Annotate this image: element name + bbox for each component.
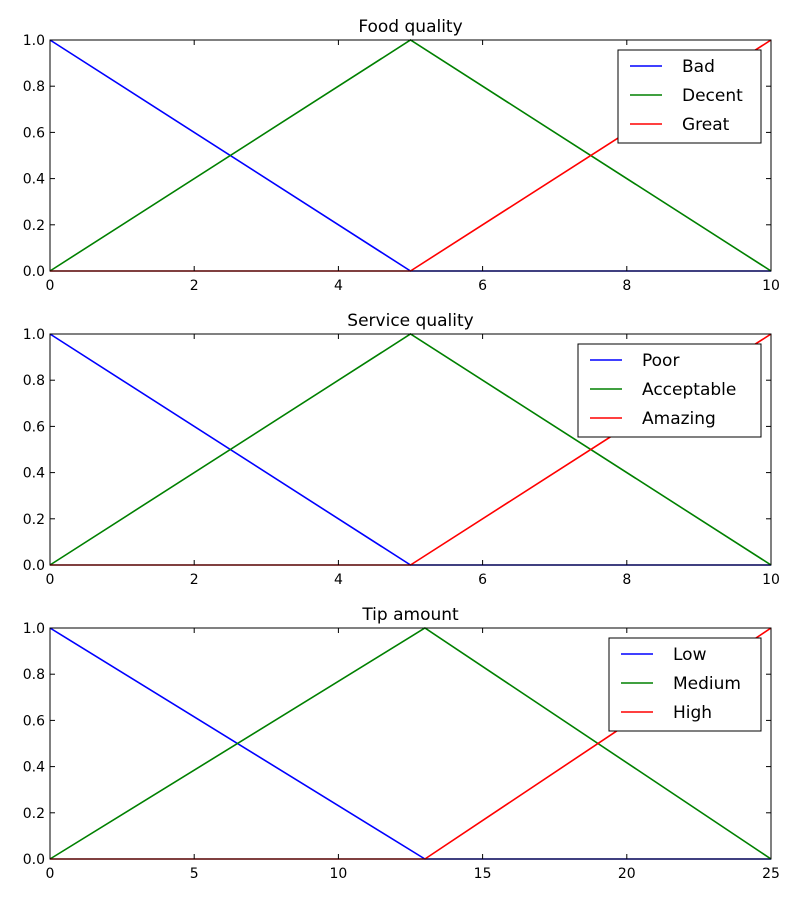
- y-tick-label: 0.6: [23, 419, 45, 435]
- chart-title: Tip amount: [361, 605, 459, 625]
- x-tick-label: 6: [478, 572, 487, 588]
- legend-label: Acceptable: [642, 380, 736, 400]
- x-tick-label: 25: [762, 866, 780, 882]
- x-tick-label: 10: [762, 278, 780, 294]
- x-tick-label: 8: [622, 572, 631, 588]
- legend-label: Medium: [673, 674, 741, 694]
- y-tick-label: 0.8: [23, 667, 45, 683]
- chart-title: Food quality: [358, 17, 462, 37]
- axes-frame: [49, 39, 772, 272]
- legend: Low Medium High: [608, 637, 762, 732]
- y-tick-label: 0.2: [23, 806, 45, 822]
- legend-label: Low: [673, 645, 707, 665]
- axes-frame: [49, 627, 772, 860]
- legend-box: [608, 637, 762, 732]
- x-tick-label: 2: [190, 572, 199, 588]
- axes-frame: [49, 333, 772, 566]
- legend-label: Great: [682, 115, 730, 135]
- x-tick-label: 0: [46, 572, 55, 588]
- x-tick-label: 4: [334, 572, 343, 588]
- chart-panel-2: Service quality 0 2 4 6 8 10 0.0 0.2 0.4 0.6 0.8 1.0…: [23, 311, 780, 588]
- y-tick-label: 0.8: [23, 79, 45, 95]
- x-tick-label: 10: [762, 572, 780, 588]
- y-tick-label: 0.6: [23, 713, 45, 729]
- y-tick-label: 0.8: [23, 373, 45, 389]
- x-tick-label: 2: [190, 278, 199, 294]
- y-tick-label: 1.0: [23, 621, 45, 637]
- x-tick-label: 0: [46, 278, 55, 294]
- y-tick-label: 0.0: [23, 558, 45, 574]
- chart-panel-3: Tip amount 0 5 10 15 20 25 0.0 0.2 0.4 0.6 0.8 1.0 Lo…: [23, 605, 780, 882]
- y-tick-label: 1.0: [23, 327, 45, 343]
- y-tick-label: 1.0: [23, 33, 45, 49]
- x-tick-label: 4: [334, 278, 343, 294]
- y-tick-label: 0.4: [23, 466, 45, 482]
- legend: Poor Acceptable Amazing: [577, 343, 762, 438]
- legend-label: Poor: [642, 351, 679, 371]
- legend-label: Decent: [682, 86, 743, 106]
- x-tick-label: 6: [478, 278, 487, 294]
- x-tick-label: 20: [618, 866, 636, 882]
- y-tick-label: 0.0: [23, 852, 45, 868]
- x-tick-label: 0: [46, 866, 55, 882]
- legend-label: High: [673, 703, 712, 723]
- y-tick-label: 0.2: [23, 512, 45, 528]
- y-tick-label: 0.6: [23, 125, 45, 141]
- chart-panel-1: Food quality 0 2 4 6 8 10 0.0 0.2 0.4 0.6 0.8 1.0 Bad…: [23, 17, 780, 294]
- y-tick-label: 0.4: [23, 172, 45, 188]
- legend-label: Amazing: [642, 409, 716, 429]
- legend: Bad Decent Great: [617, 49, 762, 144]
- legend-label: Bad: [682, 57, 715, 77]
- y-tick-label: 0.4: [23, 760, 45, 776]
- x-tick-label: 10: [329, 866, 347, 882]
- chart-title: Service quality: [347, 311, 473, 331]
- x-tick-label: 8: [622, 278, 631, 294]
- y-tick-label: 0.0: [23, 264, 45, 280]
- x-tick-label: 15: [474, 866, 492, 882]
- y-tick-label: 0.2: [23, 218, 45, 234]
- x-tick-label: 5: [190, 866, 199, 882]
